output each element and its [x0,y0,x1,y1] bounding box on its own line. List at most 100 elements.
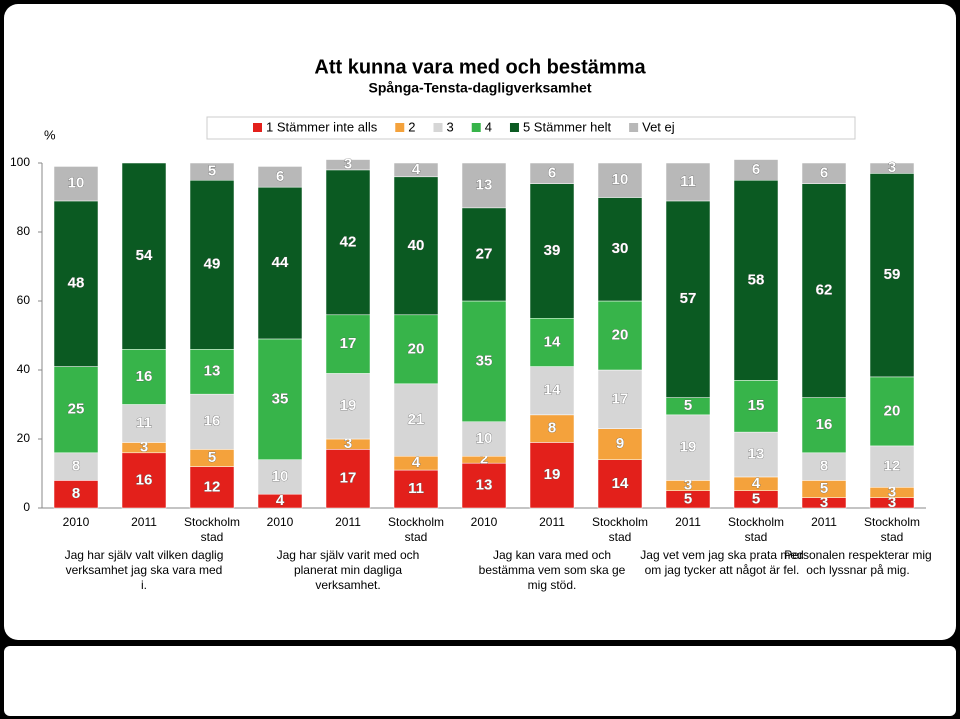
bar-segment [597,459,643,509]
bar-segment [189,162,235,181]
data-label: 14 [544,382,561,399]
group-label: Jag kan vara med och bestämma vem som sk… [478,548,626,592]
data-label: 35 [272,390,289,407]
legend-label: 4 [485,119,492,134]
data-label: 59 [884,266,901,283]
data-label: 10 [476,430,493,447]
data-label: 8 [548,420,556,437]
bar-segment [869,376,915,447]
legend-swatch [395,123,405,132]
data-label: 10 [612,171,629,188]
bar-segment [733,180,779,381]
data-label: 5 [820,480,828,497]
group-label: Jag har själv varit med och planerat min… [276,548,420,592]
bar-segment [597,162,643,198]
bar-segment [257,459,303,495]
bar-segment [461,162,507,209]
legend-label: 2 [408,119,415,134]
data-label: 15 [748,397,765,414]
x-tick-label: 2011 [335,515,361,529]
data-label: 6 [820,164,828,181]
data-label: 3 [888,494,896,511]
bar-segment [529,366,575,416]
data-label: 42 [340,233,357,250]
data-label: 20 [612,326,629,343]
data-label: 6 [548,164,556,181]
x-tick-label: 2010 [62,515,90,529]
bar-segment [597,428,643,460]
data-label: 8 [72,458,80,475]
data-label: 49 [204,256,221,273]
bar-segment [189,349,235,395]
legend-label: 3 [447,119,454,134]
data-label: 16 [204,413,221,430]
data-label: 2 [480,451,488,468]
x-tick-label: 2011 [811,515,837,529]
data-label: 3 [684,477,692,494]
bar-segment [53,452,99,481]
bar-segment [257,166,303,188]
data-label: 16 [816,416,833,433]
y-tick-label: 100 [10,155,30,169]
data-label: 11 [136,414,152,431]
data-label: 17 [612,390,629,407]
data-label: 19 [544,466,561,483]
data-label: 5 [684,490,692,507]
legend-swatch [471,123,481,132]
data-label: 8 [72,485,80,502]
bar-segment [393,176,439,316]
data-label: 3 [344,156,352,173]
x-tick-label: 2011 [131,515,157,529]
bar-segment [869,173,915,378]
data-label: 8 [820,458,828,475]
bar-segment [325,449,371,509]
bar-segment [529,442,575,509]
bar-segment [325,314,371,374]
data-label: 21 [408,411,425,428]
x-tick-label: 2010 [470,515,498,529]
group-label: Jag har själv valt vilken daglig verksam… [64,548,224,592]
data-label: 39 [544,242,561,259]
bar-segment [801,452,847,481]
data-label: 4 [752,475,761,492]
bar-segment [529,318,575,367]
bar-segment [121,162,167,350]
legend-swatch [433,123,443,132]
legend-label: Vet ej [642,119,675,134]
data-label: 5 [208,163,216,180]
data-label: 5 [752,490,760,507]
bar-segment [189,180,235,350]
data-label: 13 [476,176,493,193]
data-label: 14 [612,475,629,492]
y-tick-label: 0 [23,500,30,514]
bar-segment [257,186,303,340]
data-label: 40 [408,237,425,254]
bar-segment [121,452,167,509]
bar-segment [393,383,439,457]
bar-segment [325,159,371,171]
bar-segment [665,414,711,481]
bar-segment [597,300,643,371]
bar-segment [461,300,507,422]
data-label: 4 [412,161,421,178]
x-tick-label: 2011 [675,515,701,529]
data-label: 3 [820,494,828,511]
data-label: 30 [612,240,629,257]
data-label: 57 [680,290,697,307]
bar-segment [53,480,99,509]
data-label: 58 [748,271,765,288]
data-label: 11 [680,173,696,190]
bar-segment [53,200,99,367]
data-label: 25 [68,401,85,418]
bar-segment [393,314,439,385]
data-label: 17 [340,335,357,352]
data-label: 6 [752,161,760,178]
bar-segment [461,421,507,457]
bar-segment [597,369,643,429]
data-label: 48 [68,275,85,292]
x-tick-label: Stockholm stad [727,515,785,544]
bar-segment [461,207,507,302]
data-label: 19 [680,439,697,456]
data-label: 12 [884,458,901,475]
